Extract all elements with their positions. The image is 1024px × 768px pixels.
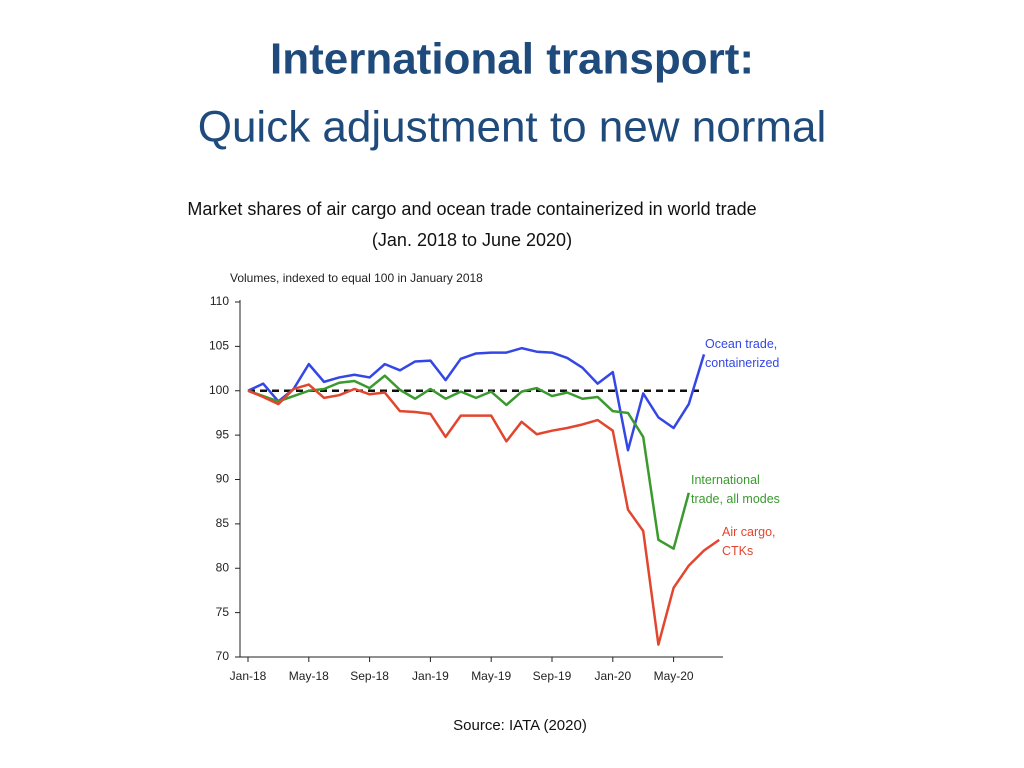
x-tick-label: May-18: [289, 669, 329, 683]
y-tick-label: 105: [209, 339, 229, 353]
chart-title: Market shares of air cargo and ocean tra…: [187, 199, 756, 219]
series-line: [247, 383, 720, 646]
y-tick-label: 110: [210, 294, 229, 308]
series-line: [247, 374, 691, 550]
y-tick-label: 95: [216, 427, 230, 441]
series-label: International trade, all modes: [691, 473, 780, 506]
slide-title: International transport:: [270, 35, 754, 84]
y-tick-label: 80: [216, 560, 230, 574]
x-tick-label: Jan-19: [412, 669, 449, 683]
x-tick-label: Sep-18: [350, 669, 389, 683]
y-tick-label: 90: [216, 472, 230, 486]
y-tick-label: 100: [209, 383, 229, 397]
y-tick-label: 70: [216, 649, 230, 663]
x-tick-label: May-20: [654, 669, 694, 683]
series-line: [247, 346, 706, 452]
series-label: Ocean trade, containerized: [705, 337, 780, 370]
y-tick-label: 85: [216, 516, 230, 530]
x-tick-label: Sep-19: [533, 669, 572, 683]
x-tick-label: Jan-20: [594, 669, 631, 683]
series-label: Air cargo, CTKs: [722, 525, 776, 558]
x-tick-label: May-19: [471, 669, 511, 683]
chart-subtitle: (Jan. 2018 to June 2020): [372, 230, 572, 250]
x-tick-label: Jan-18: [230, 669, 267, 683]
y-axis-label: Volumes, indexed to equal 100 in January…: [230, 271, 483, 285]
slide-subtitle: Quick adjustment to new normal: [198, 103, 827, 152]
y-tick-label: 75: [216, 605, 230, 619]
source: Source: IATA (2020): [453, 717, 587, 734]
